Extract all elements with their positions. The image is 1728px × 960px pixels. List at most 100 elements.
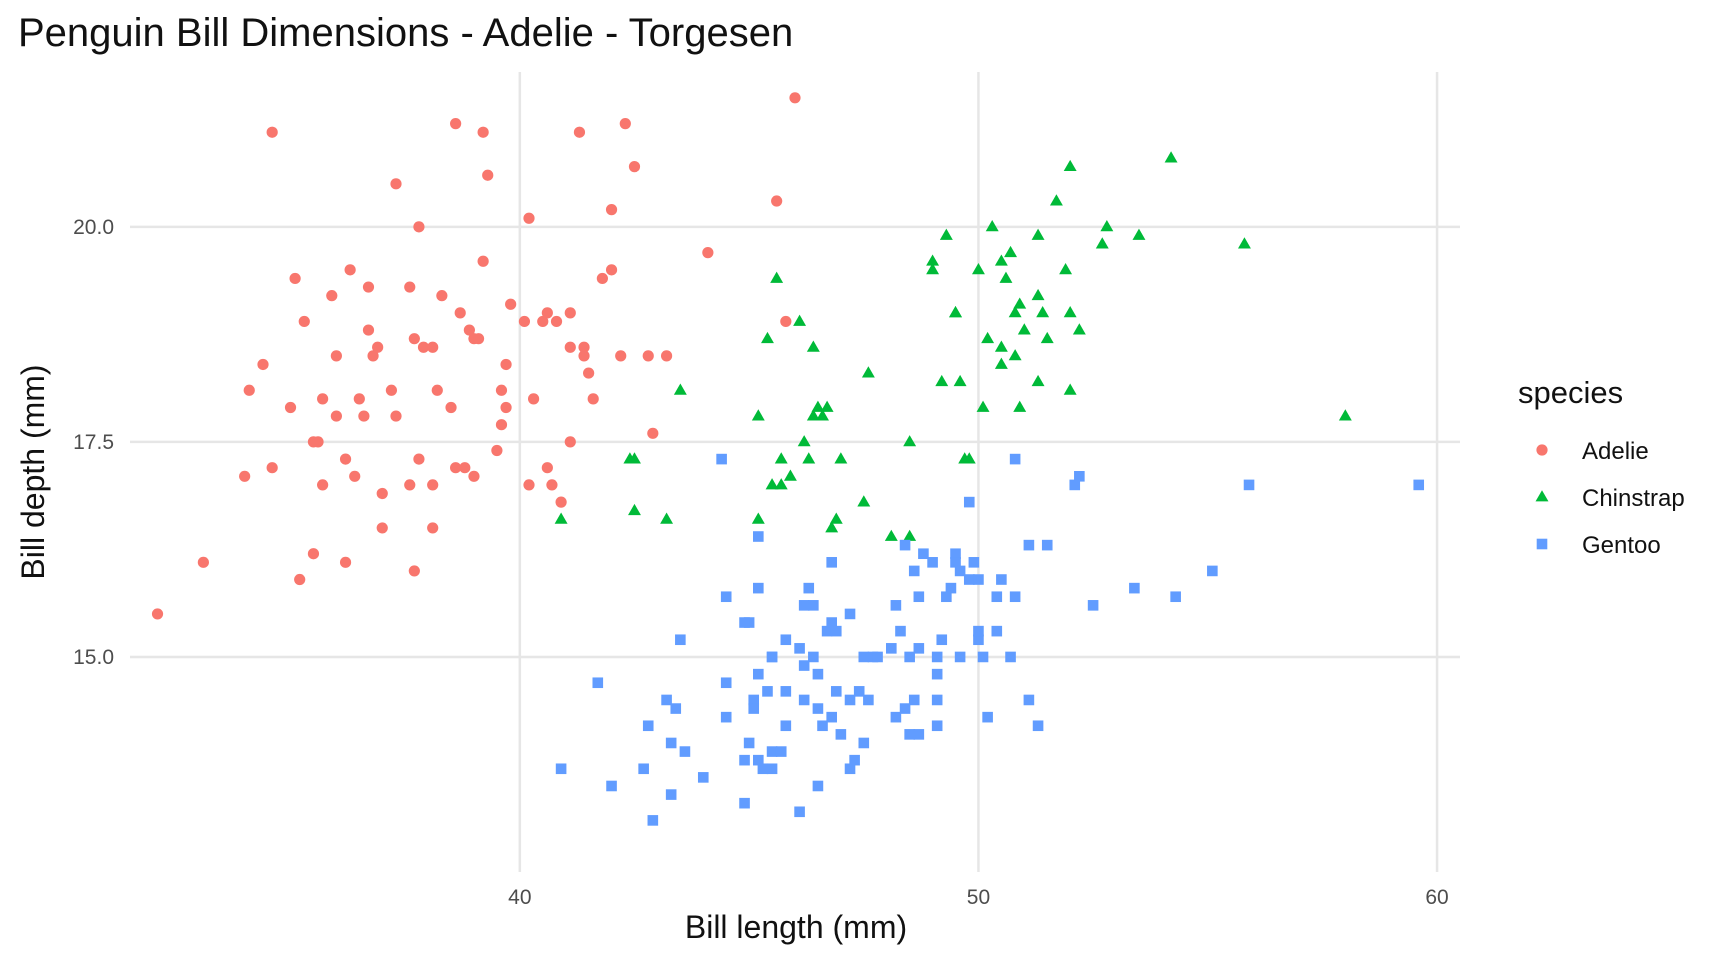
- adelie-point: [564, 341, 576, 353]
- legend-items: Adelie Chinstrap Gentoo: [1535, 438, 1685, 559]
- chinstrap-point: [1132, 228, 1146, 240]
- gentoo-point: [642, 720, 654, 732]
- adelie-point: [317, 393, 329, 405]
- data-points: [151, 92, 1425, 826]
- gentoo-point: [954, 651, 966, 663]
- chinstrap-point: [1338, 409, 1352, 421]
- adelie-point: [427, 522, 439, 534]
- adelie-point: [702, 247, 714, 259]
- y-axis-title: Bill depth (mm): [15, 364, 51, 579]
- adelie-point: [578, 350, 590, 362]
- chinstrap-point: [981, 331, 995, 344]
- adelie-point: [445, 401, 457, 414]
- gentoo-point: [844, 694, 856, 706]
- gentoo-point: [1170, 591, 1181, 603]
- gentoo-point: [931, 720, 943, 732]
- adelie-point: [505, 298, 517, 310]
- adelie-point: [605, 204, 618, 216]
- chinstrap-point: [1100, 220, 1114, 232]
- adelie-point: [555, 496, 567, 508]
- adelie-point: [413, 221, 425, 233]
- adelie-point: [628, 161, 641, 173]
- chinstrap-point: [1013, 297, 1027, 309]
- gentoo-point: [927, 557, 938, 568]
- adelie-point: [367, 350, 379, 362]
- gentoo-point: [858, 737, 870, 749]
- adelie-point: [495, 384, 508, 396]
- adelie-point: [330, 350, 342, 362]
- gentoo-point: [954, 565, 966, 577]
- gentoo-point: [1005, 651, 1016, 663]
- adelie-point: [550, 315, 563, 328]
- gentoo-point: [821, 625, 833, 637]
- chinstrap-point: [861, 366, 875, 378]
- adelie-point: [642, 350, 654, 362]
- chinstrap-point: [953, 374, 967, 387]
- adelie-point: [427, 479, 439, 491]
- adelie-point: [564, 436, 576, 448]
- gentoo-point: [753, 531, 764, 542]
- adelie-point: [605, 264, 618, 276]
- gentoo-point: [665, 737, 677, 749]
- chinstrap-point: [1008, 306, 1022, 318]
- adelie-point: [408, 565, 420, 577]
- gentoo-point: [762, 686, 773, 697]
- x-tick-label: 50: [967, 886, 990, 909]
- gentoo-point: [720, 677, 732, 689]
- chinstrap-point: [751, 512, 765, 524]
- gentoo-point: [753, 754, 764, 766]
- adelie-point: [450, 118, 462, 130]
- gentoo-point: [1413, 479, 1425, 491]
- chinstrap-point: [802, 452, 816, 464]
- chinstrap-point: [935, 374, 949, 387]
- gentoo-point: [794, 643, 805, 654]
- chinstrap-point: [820, 400, 834, 412]
- gentoo-point: [1032, 720, 1044, 732]
- y-tick-label: 17.5: [73, 431, 114, 454]
- chinstrap-point: [903, 435, 917, 447]
- gentoo-point: [918, 548, 929, 560]
- gentoo-point: [739, 617, 750, 628]
- chinstrap-point: [1004, 245, 1018, 258]
- adelie-point: [615, 350, 627, 362]
- legend-item-adelie: Adelie: [1536, 438, 1649, 465]
- chinstrap-point: [1040, 331, 1054, 344]
- legend-triangle-icon: [1535, 490, 1549, 502]
- gentoo-point: [968, 557, 980, 568]
- legend: species Adelie Chinstrap Gentoo: [1518, 375, 1685, 559]
- chinstrap-point: [761, 331, 774, 344]
- adelie-point: [619, 118, 631, 130]
- gentoo-point: [1074, 471, 1085, 482]
- gentoo-point: [753, 668, 764, 680]
- chinstrap-point: [770, 271, 784, 283]
- chinstrap-point: [816, 409, 829, 421]
- chinstrap-point: [971, 263, 985, 275]
- gentoo-point: [963, 496, 975, 508]
- chinstrap-point: [994, 357, 1008, 369]
- adelie-point: [362, 281, 375, 293]
- adelie-point: [390, 178, 402, 190]
- adelie-point: [482, 169, 494, 181]
- gentoo-point: [716, 453, 727, 465]
- adelie-point: [660, 350, 673, 362]
- gentoo-point: [849, 754, 860, 766]
- adelie-point: [477, 126, 489, 138]
- gentoo-point: [931, 668, 943, 680]
- gentoo-point: [872, 651, 883, 663]
- gentoo-point: [748, 694, 760, 706]
- gentoo-point: [808, 600, 819, 611]
- gentoo-point: [853, 686, 865, 697]
- chinstrap-point: [1072, 323, 1086, 335]
- chinstrap-point: [939, 228, 953, 240]
- gentoo-point: [963, 574, 975, 585]
- gentoo-point: [661, 694, 672, 706]
- adelie-point: [289, 272, 301, 285]
- adelie-point: [500, 401, 512, 414]
- adelie-point: [349, 470, 361, 482]
- adelie-point: [197, 556, 209, 568]
- gentoo-point: [798, 694, 810, 706]
- gentoo-point: [973, 625, 984, 637]
- gentoo-point: [798, 660, 810, 671]
- chinstrap-point: [1049, 194, 1063, 206]
- adelie-point: [243, 384, 255, 396]
